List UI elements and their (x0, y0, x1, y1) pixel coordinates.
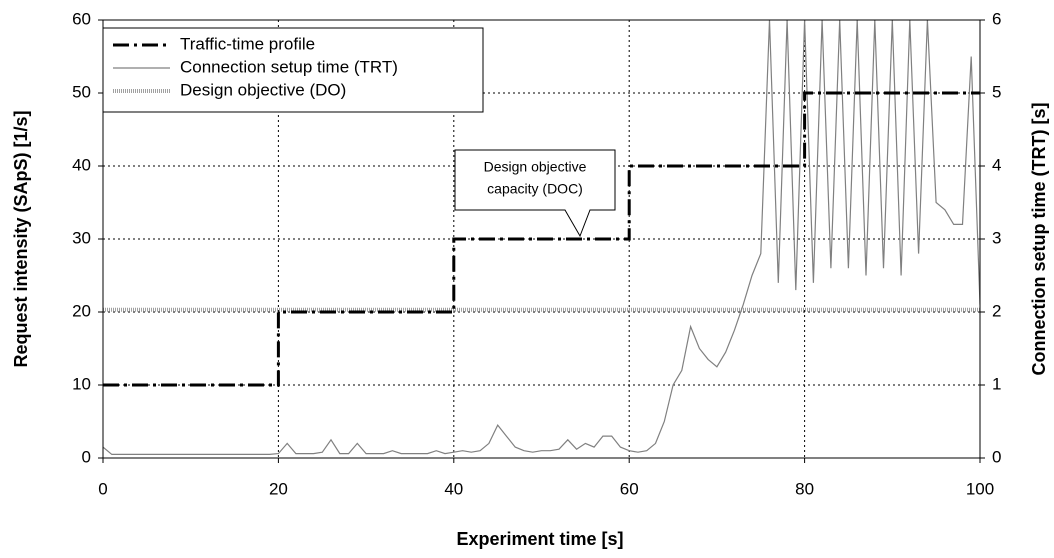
x-tick-label: 60 (620, 479, 639, 498)
annotation-text: Design objective (484, 159, 587, 175)
y-axis-title: Request intensity (SApS) [1/s] (11, 110, 31, 367)
y-tick-label: 10 (72, 374, 91, 393)
y2-tick-label: 0 (992, 447, 1001, 466)
callout (454, 149, 616, 238)
y-tick-label: 0 (82, 447, 91, 466)
y2-tick-label: 3 (992, 228, 1001, 247)
y-tick-label: 30 (72, 228, 91, 247)
y2-tick-label: 4 (992, 155, 1001, 174)
series-line (103, 20, 980, 455)
annotation-text: capacity (DOC) (487, 181, 583, 197)
y-tick-label: 50 (72, 82, 91, 101)
legend-label: Traffic-time profile (180, 34, 315, 53)
y2-tick-label: 2 (992, 301, 1001, 320)
x-axis-title: Experiment time [s] (456, 529, 623, 549)
y2-tick-label: 1 (992, 374, 1001, 393)
y2-axis-title: Connection setup time (TRT) [s] (1029, 103, 1049, 376)
y2-tick-label: 5 (992, 82, 1001, 101)
x-tick-label: 100 (966, 479, 994, 498)
series-line (103, 91, 980, 387)
legend-box (102, 27, 484, 113)
y-tick-label: 20 (72, 301, 91, 320)
y-tick-label: 40 (72, 155, 91, 174)
legend-label: Connection setup time (TRT) (180, 57, 398, 76)
x-tick-label: 40 (444, 479, 463, 498)
x-tick-label: 80 (795, 479, 814, 498)
y-tick-label: 60 (72, 9, 91, 28)
y2-tick-label: 6 (992, 9, 1001, 28)
legend: Traffic-time profile Connection setup tim… (102, 27, 484, 113)
legend-label: Design objective (DO) (180, 80, 346, 99)
x-tick-label: 0 (98, 479, 107, 498)
x-tick-label: 20 (269, 479, 288, 498)
annotation: Design objective capacity (DOC) (454, 149, 616, 238)
